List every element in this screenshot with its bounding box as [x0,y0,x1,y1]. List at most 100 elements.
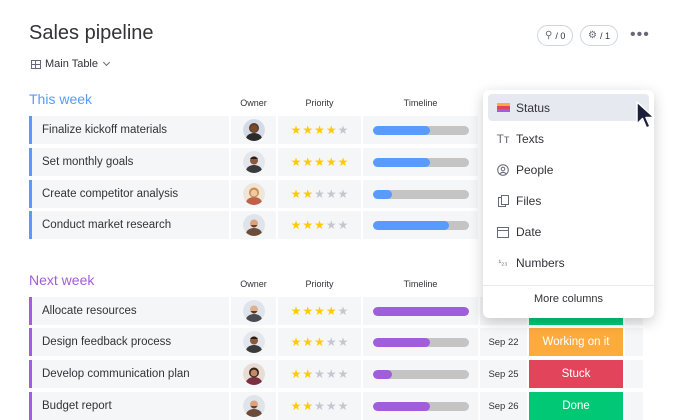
more-options-icon[interactable]: ••• [630,26,650,43]
view-tab-main-table[interactable]: Main Table [31,58,111,70]
star-empty-icon[interactable]: ★ [314,399,325,413]
timeline-cell[interactable] [363,116,478,144]
star-empty-icon[interactable]: ★ [325,367,337,381]
column-header-owner[interactable]: Owner [240,98,267,108]
timeline-cell[interactable] [363,392,478,420]
star-empty-icon[interactable]: ★ [337,218,349,232]
status-label[interactable]: Stuck [529,360,623,388]
timeline-cell[interactable] [363,297,478,325]
star-empty-icon[interactable]: ★ [325,218,337,232]
owner-cell[interactable] [231,180,276,208]
star-empty-icon[interactable]: ★ [314,367,325,381]
group-title-this-week[interactable]: This week [29,91,93,107]
mouse-cursor-icon [636,101,655,129]
group-title-next-week[interactable]: Next week [29,272,95,288]
star-empty-icon[interactable]: ★ [337,187,349,201]
star-filled-icon[interactable]: ★ [302,335,314,349]
star-empty-icon[interactable]: ★ [314,187,325,201]
star-filled-icon[interactable]: ★ [314,304,325,318]
date-cell[interactable]: Sep 26 [480,392,527,420]
priority-rating[interactable]: ★ ★ ★ ★ ★ [278,360,361,388]
star-filled-icon[interactable]: ★ [302,218,314,232]
priority-rating[interactable]: ★ ★ ★ ★ ★ [278,392,361,420]
item-name[interactable]: Develop communication plan [29,360,229,388]
status-label[interactable]: Working on it [529,328,623,356]
star-filled-icon[interactable]: ★ [302,187,314,201]
menu-item-numbers[interactable]: ¹₂₃ Numbers [488,249,649,276]
item-name[interactable]: Set monthly goals [29,148,229,176]
owner-cell[interactable] [231,360,276,388]
timeline-bar [372,306,469,316]
star-filled-icon[interactable]: ★ [314,123,325,137]
automations-button[interactable]: ⚙ / 1 [580,25,618,46]
timeline-cell[interactable] [363,148,478,176]
owner-cell[interactable] [231,116,276,144]
timeline-cell[interactable] [363,328,478,356]
star-filled-icon[interactable]: ★ [302,304,314,318]
item-name[interactable]: Conduct market research [29,211,229,239]
owner-cell[interactable] [231,392,276,420]
column-header-priority[interactable]: Priority [305,98,334,108]
timeline-cell[interactable] [363,211,478,239]
item-name[interactable]: Design feedback process [29,328,229,356]
owner-cell[interactable] [231,297,276,325]
owner-cell[interactable] [231,148,276,176]
star-filled-icon[interactable]: ★ [325,123,337,137]
star-filled-icon[interactable]: ★ [290,399,302,413]
star-empty-icon[interactable]: ★ [337,367,349,381]
column-header-timeline[interactable]: Timeline [403,98,438,108]
star-empty-icon[interactable]: ★ [337,335,349,349]
item-name[interactable]: Create competitor analysis [29,180,229,208]
star-filled-icon[interactable]: ★ [337,155,349,169]
menu-item-people[interactable]: People [488,156,649,183]
star-filled-icon[interactable]: ★ [290,304,302,318]
item-name[interactable]: Finalize kickoff materials [29,116,229,144]
star-filled-icon[interactable]: ★ [290,367,302,381]
avatar [242,214,265,236]
date-cell[interactable]: Sep 25 [480,360,527,388]
timeline-cell[interactable] [363,360,478,388]
star-filled-icon[interactable]: ★ [290,335,302,349]
owner-cell[interactable] [231,211,276,239]
item-name[interactable]: Allocate resources [29,297,229,325]
star-empty-icon[interactable]: ★ [337,123,349,137]
star-empty-icon[interactable]: ★ [325,187,337,201]
star-filled-icon[interactable]: ★ [302,367,314,381]
star-filled-icon[interactable]: ★ [314,218,325,232]
star-filled-icon[interactable]: ★ [302,123,314,137]
column-header-priority[interactable]: Priority [305,279,334,289]
star-filled-icon[interactable]: ★ [314,155,325,169]
star-empty-icon[interactable]: ★ [337,399,349,413]
item-name[interactable]: Budget report [29,392,229,420]
menu-item-texts[interactable]: Tт Texts [488,125,649,152]
priority-rating[interactable]: ★ ★ ★ ★ ★ [278,328,361,356]
star-filled-icon[interactable]: ★ [290,187,302,201]
timeline-cell[interactable] [363,180,478,208]
date-cell[interactable]: Sep 22 [480,328,527,356]
star-empty-icon[interactable]: ★ [337,304,349,318]
column-header-owner[interactable]: Owner [240,279,267,289]
star-filled-icon[interactable]: ★ [302,399,314,413]
menu-item-date[interactable]: Date [488,218,649,245]
star-filled-icon[interactable]: ★ [290,123,302,137]
more-columns-link[interactable]: More columns [533,293,604,305]
priority-rating[interactable]: ★ ★ ★ ★ ★ [278,116,361,144]
star-empty-icon[interactable]: ★ [325,335,337,349]
priority-rating[interactable]: ★ ★ ★ ★ ★ [278,180,361,208]
menu-item-status[interactable]: Status [488,94,649,121]
owner-cell[interactable] [231,328,276,356]
priority-rating[interactable]: ★ ★ ★ ★ ★ [278,148,361,176]
priority-rating[interactable]: ★ ★ ★ ★ ★ [278,211,361,239]
star-filled-icon[interactable]: ★ [302,155,314,169]
star-filled-icon[interactable]: ★ [290,218,302,232]
status-label[interactable]: Done [529,392,623,420]
column-header-timeline[interactable]: Timeline [403,279,438,289]
star-filled-icon[interactable]: ★ [314,335,325,349]
menu-item-files[interactable]: Files [488,187,649,214]
star-filled-icon[interactable]: ★ [290,155,302,169]
star-filled-icon[interactable]: ★ [325,155,337,169]
star-filled-icon[interactable]: ★ [325,304,337,318]
priority-rating[interactable]: ★ ★ ★ ★ ★ [278,297,361,325]
integrations-button[interactable]: ⚲ / 0 [537,25,574,46]
star-empty-icon[interactable]: ★ [325,399,337,413]
